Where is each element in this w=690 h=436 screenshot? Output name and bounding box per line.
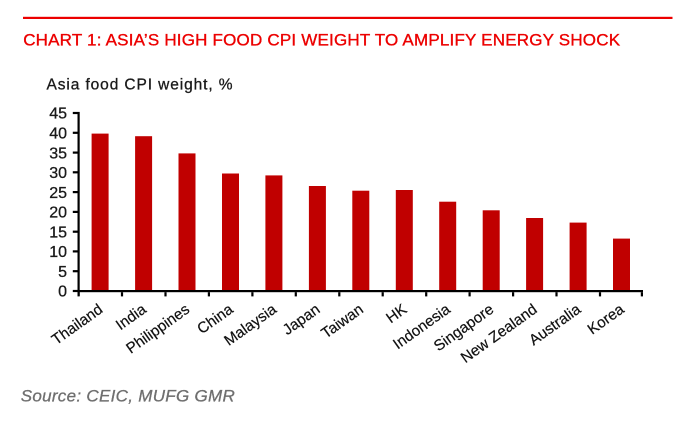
svg-text:Asia food CPI weight, %: Asia food CPI weight, % (47, 77, 234, 94)
svg-text:5: 5 (58, 264, 67, 281)
svg-text:Source: CEIC, MUFG GMR: Source: CEIC, MUFG GMR (21, 387, 235, 406)
svg-text:40: 40 (49, 126, 67, 143)
svg-text:0: 0 (58, 284, 67, 301)
svg-text:25: 25 (49, 185, 67, 202)
svg-text:35: 35 (49, 145, 67, 162)
svg-text:20: 20 (49, 205, 67, 222)
svg-text:15: 15 (49, 224, 67, 241)
svg-text:30: 30 (49, 165, 67, 182)
svg-text:CHART 1: ASIA’S HIGH FOOD CPI: CHART 1: ASIA’S HIGH FOOD CPI WEIGHT TO … (23, 31, 621, 50)
svg-text:45: 45 (49, 106, 67, 123)
svg-text:10: 10 (49, 244, 67, 261)
